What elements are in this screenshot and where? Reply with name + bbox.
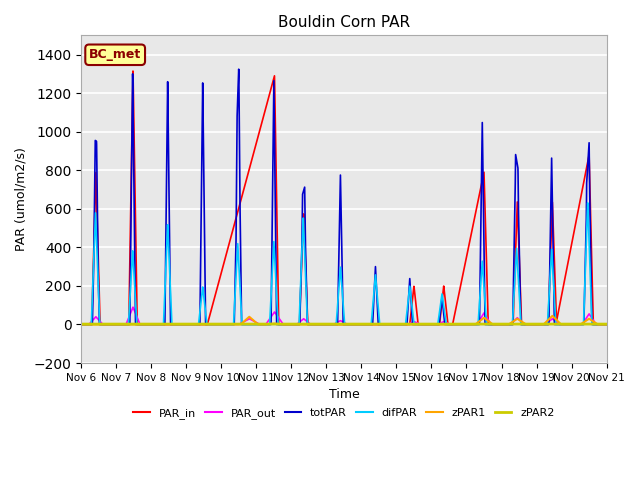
totPAR (77, 322, 85, 327)
difPAR (603, 322, 611, 327)
PAR_out (129, 304, 137, 310)
Legend: PAR_in, PAR_out, totPAR, difPAR, zPAR1, zPAR2: PAR_in, PAR_out, totPAR, difPAR, zPAR1, … (129, 403, 559, 423)
difPAR (584, 200, 591, 206)
zPAR1 (603, 322, 611, 327)
zPAR2 (77, 321, 85, 327)
PAR_in (492, 322, 499, 327)
PAR_in (603, 322, 611, 327)
difPAR (172, 322, 179, 327)
PAR_out (461, 322, 469, 327)
PAR_in (461, 259, 469, 265)
zPAR1 (324, 322, 332, 327)
totPAR (602, 322, 610, 327)
zPAR1 (492, 322, 499, 327)
zPAR1 (602, 322, 610, 327)
zPAR2 (172, 321, 179, 327)
Line: difPAR: difPAR (81, 203, 607, 324)
zPAR1 (77, 322, 85, 327)
PAR_out (77, 322, 85, 327)
totPAR (172, 322, 179, 327)
difPAR (77, 322, 85, 327)
Text: BC_met: BC_met (89, 48, 141, 61)
difPAR (324, 322, 332, 327)
zPAR1 (461, 322, 469, 327)
zPAR2 (433, 321, 440, 327)
PAR_in (77, 322, 85, 327)
Line: totPAR: totPAR (81, 69, 607, 324)
totPAR (603, 322, 611, 327)
totPAR (324, 322, 332, 327)
zPAR1 (172, 322, 179, 327)
zPAR2 (602, 321, 610, 327)
PAR_in (324, 322, 332, 327)
PAR_in (602, 322, 610, 327)
zPAR2 (492, 321, 499, 327)
X-axis label: Time: Time (328, 388, 359, 401)
difPAR (461, 322, 469, 327)
PAR_out (602, 322, 610, 327)
totPAR (492, 322, 499, 327)
PAR_out (172, 322, 180, 327)
PAR_out (492, 322, 499, 327)
PAR_in (129, 68, 137, 74)
PAR_out (603, 322, 611, 327)
difPAR (492, 322, 499, 327)
difPAR (602, 322, 610, 327)
PAR_out (433, 322, 440, 327)
zPAR2 (461, 321, 469, 327)
Line: PAR_in: PAR_in (81, 71, 607, 324)
Line: zPAR1: zPAR1 (81, 316, 607, 324)
totPAR (433, 322, 440, 327)
Line: PAR_out: PAR_out (81, 307, 607, 324)
PAR_out (324, 322, 332, 327)
zPAR1 (433, 322, 440, 327)
zPAR1 (548, 313, 556, 319)
PAR_in (172, 322, 180, 327)
PAR_in (433, 322, 440, 327)
Y-axis label: PAR (umol/m2/s): PAR (umol/m2/s) (15, 147, 28, 251)
zPAR2 (603, 321, 611, 327)
totPAR (461, 322, 469, 327)
difPAR (433, 322, 440, 327)
zPAR2 (324, 321, 332, 327)
totPAR (235, 66, 243, 72)
Title: Bouldin Corn PAR: Bouldin Corn PAR (278, 15, 410, 30)
